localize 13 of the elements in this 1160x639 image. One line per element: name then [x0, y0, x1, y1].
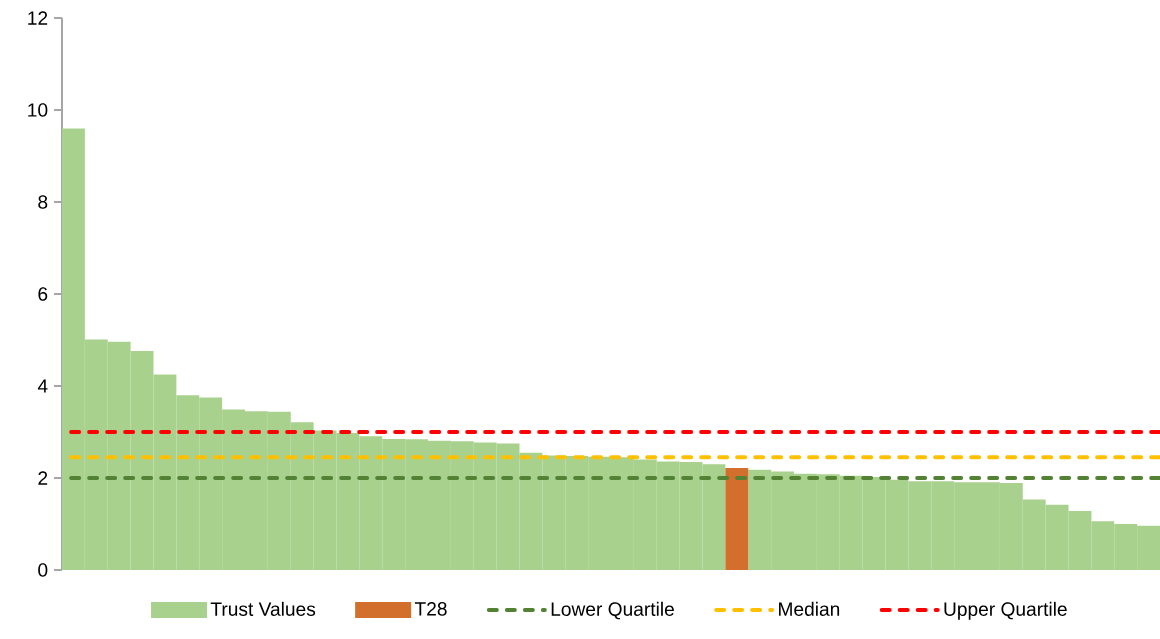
y-tick-label: 6 [38, 287, 48, 301]
legend-label: Upper Quartile [944, 601, 1067, 620]
legend-label: Lower Quartile [551, 601, 674, 620]
y-tick-label: 0 [38, 563, 48, 577]
legend-label: Trust Values [210, 601, 316, 616]
y-tick-label: 4 [37, 379, 48, 393]
legend-label: T28 [414, 602, 447, 616]
y-tick-label: 12 [28, 11, 48, 25]
legend-label: Median [779, 601, 840, 616]
y-tick-label: 8 [38, 195, 48, 209]
bar [725, 467, 749, 570]
y-tick-label: 2 [38, 471, 48, 485]
y-tick-label: 10 [28, 103, 48, 117]
